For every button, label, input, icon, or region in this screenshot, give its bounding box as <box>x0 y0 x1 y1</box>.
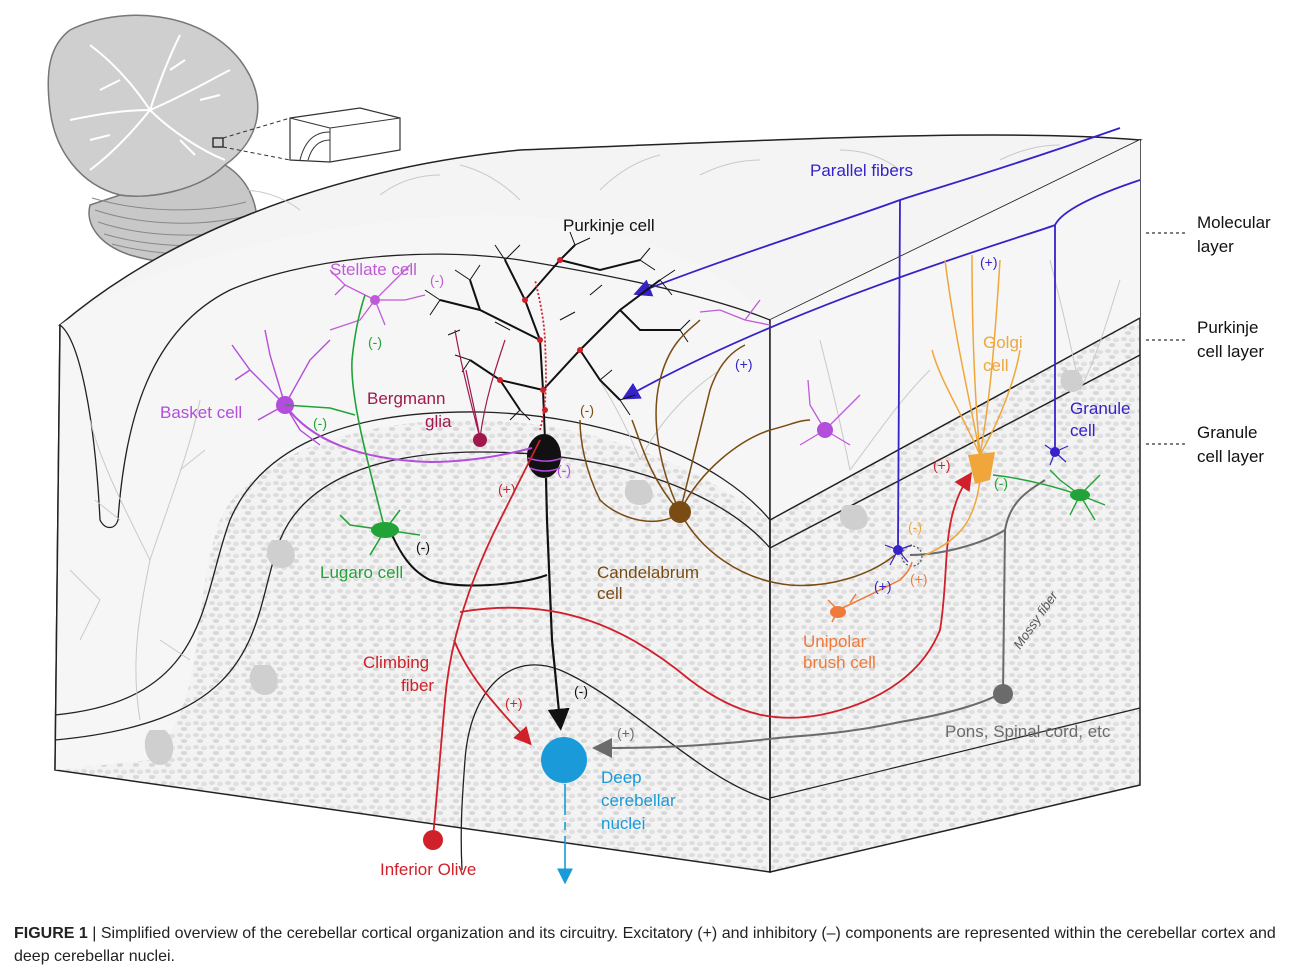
sign-purkinje-dcn: (-) <box>574 683 588 699</box>
sign-climbing-dcn: (+) <box>505 695 523 711</box>
sign-stellate: (-) <box>430 272 444 288</box>
label-climbing-2: fiber <box>401 676 434 695</box>
label-golgi-1: Golgi <box>983 333 1023 352</box>
label-basket-cell: Basket cell <box>160 403 242 422</box>
inferior-olive-node <box>423 830 443 850</box>
caption-text: Simplified overview of the cerebellar co… <box>14 925 1276 965</box>
label-purkinje-cell: Purkinje cell <box>563 216 655 235</box>
cortex-block <box>55 135 1140 872</box>
layer-purkinje-1: Purkinje <box>1197 318 1258 337</box>
sign-mossy-dcn: (+) <box>617 725 635 741</box>
sign-golgi: (-) <box>908 519 922 535</box>
sign-unipolar: (+) <box>910 571 928 587</box>
label-granule-2: cell <box>1070 421 1096 440</box>
sign-parallel-1: (+) <box>735 356 753 372</box>
sign-basket: (-) <box>557 462 571 478</box>
sign-candelabrum: (-) <box>580 402 594 418</box>
layer-molecular-1: Molecular <box>1197 213 1271 232</box>
label-deep-1: Deep <box>601 768 642 787</box>
label-parallel-fibers: Parallel fibers <box>810 161 913 180</box>
caption-label: FIGURE 1 <box>14 925 88 942</box>
sign-climbing-golgi: (+) <box>933 457 951 473</box>
label-bergmann-1: Bergmann <box>367 389 445 408</box>
green-cell-soma <box>1070 489 1090 501</box>
label-unipolar-2: brush cell <box>803 653 876 672</box>
label-stellate-cell: Stellate cell <box>330 260 417 279</box>
deep-cerebellar-nuclei-node <box>541 737 587 783</box>
pons-node <box>993 684 1013 704</box>
label-deep-2: cerebellar <box>601 791 676 810</box>
sign-green: (-) <box>994 475 1008 491</box>
sign-lugaro-2: (-) <box>313 415 327 431</box>
label-inferior-olive: Inferior Olive <box>380 860 476 879</box>
label-lugaro-cell: Lugaro cell <box>320 563 403 582</box>
label-bergmann-2: glia <box>425 412 452 431</box>
label-golgi-2: cell <box>983 356 1009 375</box>
layer-granule-1: Granule <box>1197 423 1257 442</box>
label-deep-3: nuclei <box>601 814 645 833</box>
cortex-block-inset <box>290 108 400 162</box>
candelabrum-cell-soma <box>669 501 691 523</box>
sign-climbing-1: (+) <box>498 481 516 497</box>
sign-lugaro-1: (-) <box>368 334 382 350</box>
bergmann-glia-soma <box>473 433 487 447</box>
sign-lugaro-purkinje: (-) <box>416 539 430 555</box>
caption-separator: | <box>92 925 96 942</box>
cerebellar-circuit-diagram: Parallel fibers Purkinje cell Stellate c… <box>0 0 1299 900</box>
stellate-cell-soma <box>370 295 380 305</box>
label-candelabrum-2: cell <box>597 584 623 603</box>
layer-granule-2: cell layer <box>1197 447 1264 466</box>
sign-parallel-2: (+) <box>980 254 998 270</box>
figure-caption: FIGURE 1 | Simplified overview of the ce… <box>14 922 1284 968</box>
lugaro-cell-soma <box>371 522 399 538</box>
label-climbing-1: Climbing <box>363 653 429 672</box>
sign-granule: (+) <box>874 578 892 594</box>
layer-labels: Molecular layer Purkinje cell layer Gran… <box>1146 213 1271 466</box>
label-granule-1: Granule <box>1070 399 1130 418</box>
molecular-interneuron-soma <box>817 422 833 438</box>
unipolar-brush-cell-soma <box>830 606 846 618</box>
label-unipolar-1: Unipolar <box>803 632 867 651</box>
label-candelabrum-1: Candelabrum <box>597 563 699 582</box>
label-pons: Pons, Spinal cord, etc <box>945 722 1111 741</box>
layer-purkinje-2: cell layer <box>1197 342 1264 361</box>
layer-molecular-2: layer <box>1197 237 1234 256</box>
